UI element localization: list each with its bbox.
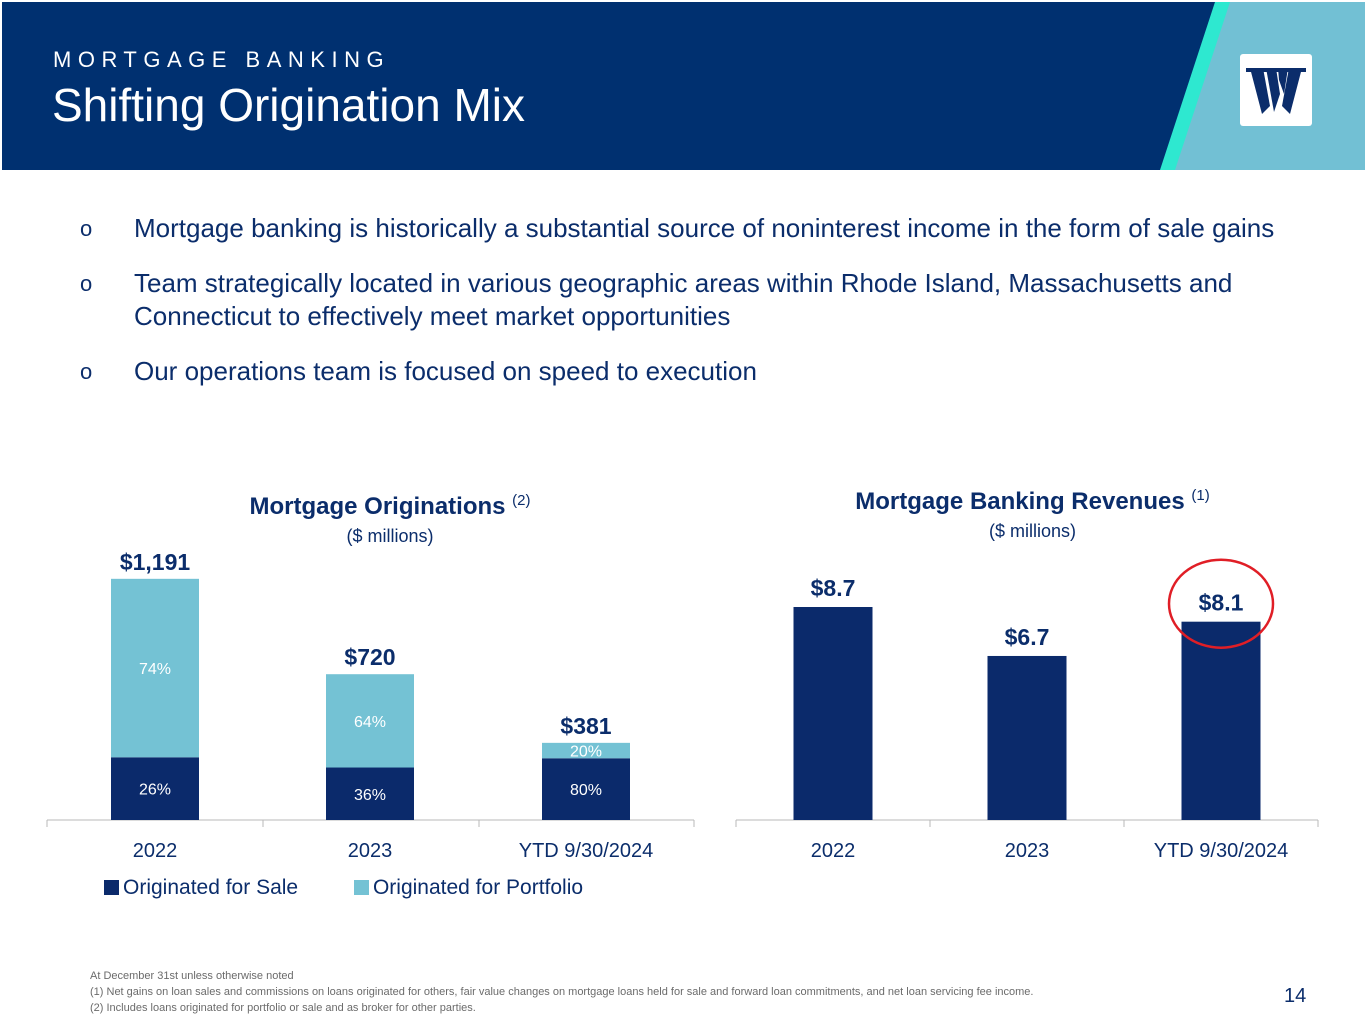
bullet-marker: o	[80, 271, 93, 296]
revenue-bar	[793, 607, 873, 820]
highlight-circle	[1167, 558, 1275, 649]
page-number: 14	[1284, 985, 1307, 1007]
footnote-line: (1) Net gains on loan sales and commissi…	[90, 986, 1034, 998]
page-title: Shifting Origination Mix	[52, 79, 525, 131]
revenue-value-label: $8.1	[1199, 590, 1244, 616]
sale-bar-segment	[326, 767, 414, 820]
bullet-item: o Team strategically located in various …	[80, 267, 1280, 333]
section-kicker: MORTGAGE BANKING	[53, 47, 391, 72]
portfolio-share-label: 20%	[570, 744, 602, 761]
portfolio-bar-segment	[111, 578, 199, 758]
revenue-bar	[987, 655, 1067, 820]
portfolio-bar-segment	[542, 742, 630, 759]
sale-bar-segment	[111, 757, 199, 820]
bullet-item: o Our operations team is focused on spee…	[80, 355, 1280, 388]
washington-trust-logo-icon	[1240, 54, 1312, 126]
originations-chart-title: Mortgage Originations (2)	[150, 492, 630, 521]
originations-category-label: YTD 9/30/2024	[519, 840, 654, 862]
legend-item-sale: Originated for Sale	[104, 876, 298, 900]
revenue-value-label: $6.7	[1005, 624, 1050, 650]
bullet-item: o Mortgage banking is historically a sub…	[80, 212, 1280, 245]
revenues-category-label: YTD 9/30/2024	[1154, 840, 1289, 862]
revenues-chart-title: Mortgage Banking Revenues (1)	[780, 487, 1285, 516]
originations-chart-subtitle: ($ millions)	[346, 526, 434, 546]
revenues-title-footnote: (1)	[1191, 487, 1210, 504]
bullet-marker: o	[80, 359, 93, 384]
portfolio-share-label: 64%	[354, 714, 386, 731]
revenues-title-text: Mortgage Banking Revenues	[855, 488, 1185, 515]
footnote-line: At December 31st unless otherwise noted	[90, 970, 294, 982]
legend-swatch-portfolio	[353, 880, 369, 895]
originations-category-label: 2022	[133, 840, 178, 862]
header-banner: MORTGAGE BANKING Shifting Origination Mi…	[2, 2, 1365, 170]
legend-item-portfolio: Originated for Portfolio	[353, 876, 584, 900]
origination-total-label: $720	[344, 644, 395, 670]
originations-title-footnote: (2)	[512, 492, 531, 509]
bullet-marker: o	[80, 216, 93, 241]
bullet-text: Mortgage banking is historically a subst…	[134, 213, 1275, 243]
originations-category-label: 2023	[348, 840, 393, 862]
revenues-category-label: 2022	[811, 840, 856, 862]
portfolio-bar-segment	[326, 674, 414, 768]
bullet-text: Team strategically located in various ge…	[134, 268, 1233, 331]
footnotes: At December 31st unless otherwise noted …	[90, 968, 1033, 1016]
header-teal-stripe	[1160, 2, 1230, 170]
originations-title-text: Mortgage Originations	[249, 493, 506, 520]
legend-label-portfolio: Originated for Portfolio	[372, 876, 584, 899]
origination-total-label: $381	[560, 713, 611, 739]
legend-label-sale: Originated for Sale	[123, 876, 299, 899]
sale-share-label: 26%	[139, 782, 171, 799]
revenues-chart-subtitle: ($ millions)	[988, 521, 1076, 541]
revenues-category-label: 2023	[1005, 840, 1050, 862]
origination-total-label: $1,191	[120, 549, 191, 575]
sale-share-label: 80%	[570, 782, 602, 799]
bullet-text: Our operations team is focused on speed …	[134, 356, 757, 386]
revenue-value-label: $8.7	[811, 575, 856, 601]
legend-swatch-sale	[104, 880, 119, 895]
portfolio-share-label: 74%	[139, 661, 171, 678]
revenue-bar	[1181, 621, 1261, 820]
bullet-list: o Mortgage banking is historically a sub…	[80, 212, 1280, 410]
sale-bar-segment	[542, 758, 630, 820]
sale-share-label: 36%	[354, 787, 386, 804]
footnote-line: (2) Includes loans originated for portfo…	[90, 1002, 476, 1014]
originations-legend: Originated for Sale Originated for Portf…	[104, 876, 633, 900]
